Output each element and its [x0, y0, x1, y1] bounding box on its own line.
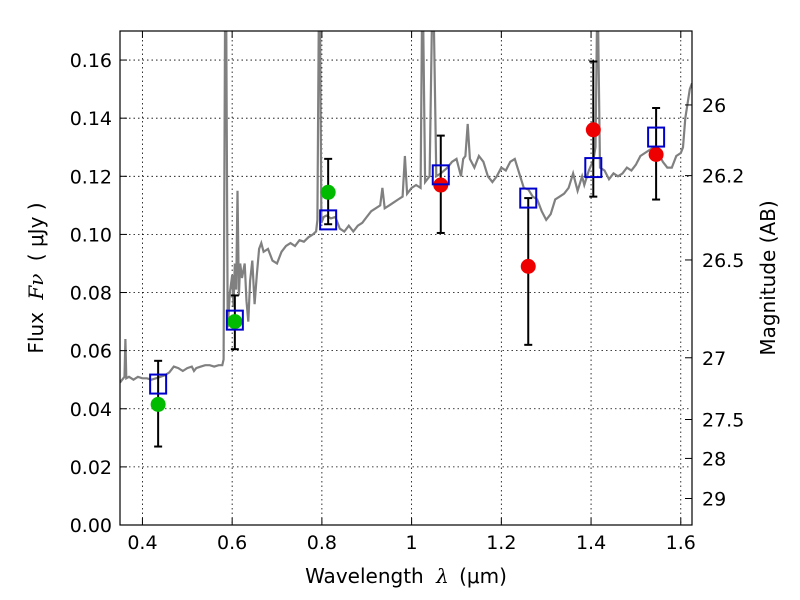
model-photometry — [149, 126, 666, 395]
y2-tick-label: 27.5 — [702, 409, 744, 431]
model-point — [149, 373, 168, 395]
y-tick-label: 0.08 — [70, 283, 112, 305]
y2-tick-label: 29 — [702, 488, 726, 510]
y2-tick-label: 26 — [702, 95, 726, 117]
y-axis-label: Flux Fν ( μJy ) — [24, 202, 48, 353]
x-tick-label: 1.2 — [486, 532, 516, 554]
observed-point — [320, 184, 336, 200]
y-tick-label: 0.10 — [70, 224, 112, 246]
x-tick-label: 0.8 — [307, 532, 337, 554]
error-bars — [154, 60, 661, 448]
y-tick-label: 0.12 — [70, 166, 112, 188]
y2-axis-label: Magnitude (AB) — [756, 200, 780, 355]
y-axis-label-unit: ( μJy ) — [24, 202, 48, 261]
tick-labels: 0.4 0.6 0.8 1 1.2 1.4 1.6 0.00 0.02 0.04 0.06 0.08 0… — [70, 50, 745, 554]
model-point — [584, 157, 603, 179]
observed-point — [520, 258, 536, 274]
y-tick-label: 0.16 — [70, 50, 112, 72]
x-tick-label: 0.4 — [127, 532, 157, 554]
y-axis-label-word: Flux — [24, 312, 48, 354]
y-tick-label: 0.14 — [70, 108, 112, 130]
model-point — [647, 126, 666, 148]
y-axis-label-symbol: Fν — [24, 274, 48, 301]
y-tick-label: 0.04 — [70, 399, 112, 421]
y-tick-label: 0.00 — [70, 515, 112, 537]
data-points — [150, 122, 664, 412]
x-axis-label-symbol: λ — [435, 564, 449, 588]
axis-ticks — [120, 31, 692, 526]
model-point — [431, 164, 450, 186]
plot-area — [120, 31, 692, 448]
x-tick-label: 1.6 — [666, 532, 696, 554]
y2-tick-label: 26.2 — [702, 166, 744, 188]
observed-point — [585, 122, 601, 138]
x-tick-label: 0.6 — [217, 532, 247, 554]
y2-tick-label: 27 — [702, 348, 726, 370]
x-axis-label-word: Wavelength — [305, 564, 424, 588]
model-point — [225, 309, 244, 331]
grid — [120, 31, 692, 525]
y-tick-label: 0.02 — [70, 457, 112, 479]
y2-tick-label: 26.5 — [702, 250, 744, 272]
observed-point — [150, 396, 166, 412]
observed-point — [227, 314, 243, 330]
x-tick-label: 1.4 — [576, 532, 606, 554]
x-axis-label-unit: (μm) — [459, 564, 507, 588]
model-spectrum-line — [120, 31, 692, 384]
y-tick-label: 0.06 — [70, 341, 112, 363]
y2-tick-label: 28 — [702, 448, 726, 470]
observed-point — [648, 147, 664, 162]
x-tick-label: 1 — [406, 532, 418, 554]
model-point — [319, 209, 338, 231]
plot-frame — [119, 30, 693, 526]
x-axis-label: Wavelength λ (μm) — [305, 564, 507, 588]
model-point — [519, 187, 538, 209]
